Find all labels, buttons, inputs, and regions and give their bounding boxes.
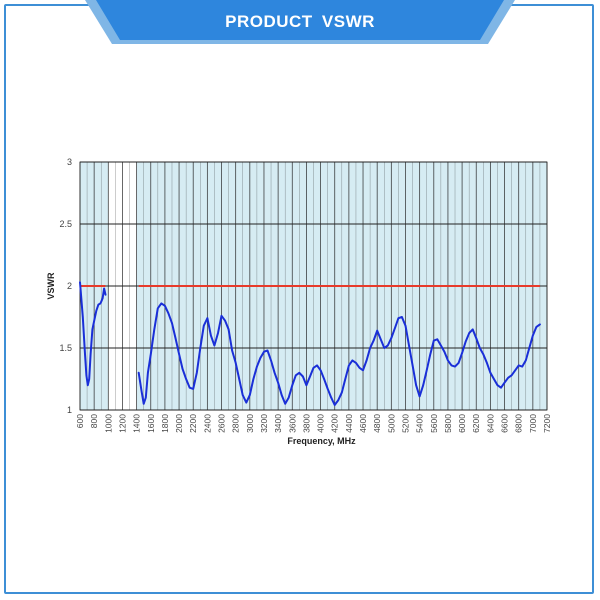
vswr-series-line: [137, 302, 541, 406]
x-tick-label: 3000: [245, 414, 255, 433]
series-lines: [79, 281, 541, 406]
x-tick-label: 4000: [316, 414, 326, 433]
title-banner: [85, 0, 515, 44]
x-tick-label: 5200: [400, 414, 410, 433]
x-tick-label: 2000: [174, 414, 184, 433]
x-tick-label: 4600: [358, 414, 368, 433]
x-tick-label: 2200: [188, 414, 198, 433]
x-tick-label: 5800: [443, 414, 453, 433]
x-tick-label: 1800: [160, 414, 170, 433]
x-tick-label: 6000: [457, 414, 467, 433]
x-tick-label: 5400: [415, 414, 425, 433]
x-tick-label: 5000: [386, 414, 396, 433]
x-tick-label: 2400: [202, 414, 212, 433]
x-tick-label: 600: [75, 414, 85, 428]
y-tick-label: 1.5: [59, 343, 72, 353]
x-tick-label: 4200: [330, 414, 340, 433]
x-tick-label: 800: [89, 414, 99, 428]
y-tick-labels: 1 1.5 2 2.5 3: [59, 157, 72, 415]
x-tick-label: 2800: [231, 414, 241, 433]
y-tick-label: 2: [67, 281, 72, 291]
y-axis-label: VSWR: [46, 272, 56, 300]
y-tick-label: 3: [67, 157, 72, 167]
y-tick-label: 1: [67, 405, 72, 415]
x-tick-label: 1000: [103, 414, 113, 433]
x-tick-label: 7200: [542, 414, 552, 433]
x-tick-label: 6200: [471, 414, 481, 433]
y-tick-label: 2.5: [59, 219, 72, 229]
x-axis-label: Frequency, MHz: [287, 436, 356, 446]
vswr-series-line: [79, 281, 107, 387]
x-tick-label: 3800: [301, 414, 311, 433]
page-title: PRODUCT VSWR: [225, 12, 375, 31]
x-tick-label: 3600: [287, 414, 297, 433]
x-tick-label: 2600: [217, 414, 227, 433]
x-tick-label: 3400: [273, 414, 283, 433]
x-tick-label: 1400: [132, 414, 142, 433]
x-tick-label: 6800: [514, 414, 524, 433]
x-tick-label: 1600: [146, 414, 156, 433]
x-tick-label: 5600: [429, 414, 439, 433]
x-tick-label: 3200: [259, 414, 269, 433]
banner-band: [96, 0, 504, 40]
x-tick-label: 4800: [372, 414, 382, 433]
x-tick-label: 6400: [485, 414, 495, 433]
x-tick-label: 4400: [344, 414, 354, 433]
x-tick-label: 6600: [500, 414, 510, 433]
x-tick-labels: 600 800 1000 1200 1400 1600 1800 2000 2200 2400 26…: [75, 414, 552, 433]
x-tick-label: 1200: [117, 414, 127, 433]
x-tick-label: 7000: [528, 414, 538, 433]
